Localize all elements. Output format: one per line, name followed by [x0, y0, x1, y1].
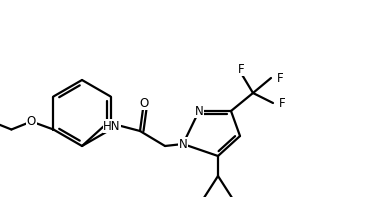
Text: F: F [279, 97, 286, 110]
Text: F: F [238, 62, 244, 75]
Text: HN: HN [103, 120, 121, 133]
Text: N: N [179, 138, 187, 151]
Text: F: F [277, 72, 283, 85]
Text: O: O [27, 115, 36, 128]
Text: N: N [195, 104, 203, 117]
Text: O: O [139, 97, 149, 110]
